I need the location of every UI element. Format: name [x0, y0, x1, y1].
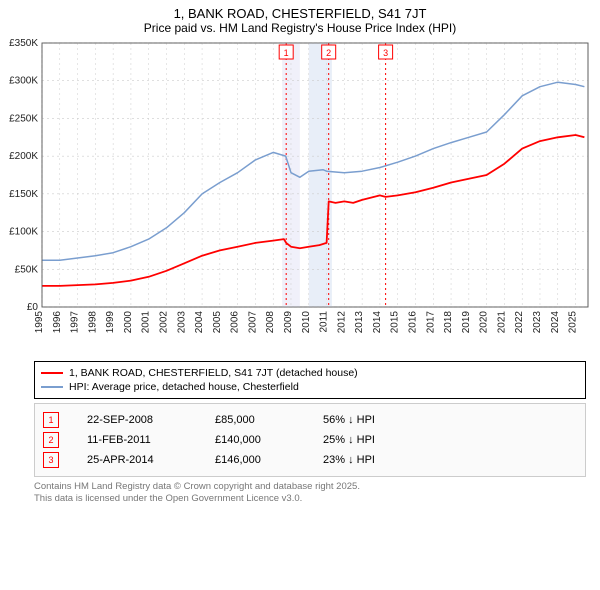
svg-text:£150K: £150K [9, 189, 38, 200]
svg-text:2015: 2015 [390, 311, 401, 334]
svg-text:2003: 2003 [176, 311, 187, 334]
legend-item: 1, BANK ROAD, CHESTERFIELD, S41 7JT (det… [41, 366, 579, 380]
event-marker: 2 [43, 432, 59, 448]
event-row: 1 22-SEP-2008 £85,000 56% ↓ HPI [43, 410, 577, 430]
svg-text:2023: 2023 [532, 311, 543, 334]
svg-text:2020: 2020 [479, 311, 490, 334]
svg-text:2000: 2000 [123, 311, 134, 334]
legend-label: 1, BANK ROAD, CHESTERFIELD, S41 7JT (det… [69, 367, 358, 379]
svg-text:£200K: £200K [9, 151, 38, 162]
chart-title-sub: Price paid vs. HM Land Registry's House … [0, 21, 600, 35]
svg-text:1997: 1997 [70, 311, 81, 334]
svg-text:2022: 2022 [514, 311, 525, 334]
svg-text:2004: 2004 [194, 311, 205, 334]
price-chart: £0£50K£100K£150K£200K£250K£300K£350K1995… [0, 37, 600, 357]
svg-text:1998: 1998 [87, 311, 98, 334]
event-row: 2 11-FEB-2011 £140,000 25% ↓ HPI [43, 430, 577, 450]
copyright-line: This data is licensed under the Open Gov… [34, 493, 586, 505]
svg-text:2002: 2002 [158, 311, 169, 334]
legend-swatch [41, 386, 63, 388]
svg-text:1999: 1999 [105, 311, 116, 334]
svg-text:1996: 1996 [52, 311, 63, 334]
svg-text:£250K: £250K [9, 113, 38, 124]
svg-text:1: 1 [284, 48, 289, 58]
events-table: 1 22-SEP-2008 £85,000 56% ↓ HPI 2 11-FEB… [34, 403, 586, 477]
svg-text:£300K: £300K [9, 76, 38, 87]
event-marker: 1 [43, 412, 59, 428]
svg-text:3: 3 [383, 48, 388, 58]
event-price: £140,000 [215, 434, 295, 446]
chart-legend: 1, BANK ROAD, CHESTERFIELD, S41 7JT (det… [34, 361, 586, 399]
svg-text:2019: 2019 [461, 311, 472, 334]
svg-text:2011: 2011 [319, 311, 330, 333]
svg-text:2008: 2008 [265, 311, 276, 334]
svg-text:2: 2 [326, 48, 331, 58]
svg-text:£350K: £350K [9, 38, 38, 49]
svg-text:2013: 2013 [354, 311, 365, 334]
event-date: 25-APR-2014 [87, 454, 187, 466]
chart-title-address: 1, BANK ROAD, CHESTERFIELD, S41 7JT [0, 6, 600, 21]
svg-text:£100K: £100K [9, 227, 38, 238]
svg-text:2010: 2010 [301, 311, 312, 334]
svg-text:2024: 2024 [550, 311, 561, 334]
event-date: 22-SEP-2008 [87, 414, 187, 426]
svg-text:2014: 2014 [372, 311, 383, 334]
chart-titles: 1, BANK ROAD, CHESTERFIELD, S41 7JT Pric… [0, 0, 600, 37]
svg-text:2012: 2012 [336, 311, 347, 334]
svg-text:2025: 2025 [568, 311, 579, 334]
legend-label: HPI: Average price, detached house, Ches… [69, 381, 299, 393]
svg-text:2017: 2017 [425, 311, 436, 334]
svg-text:2007: 2007 [247, 311, 258, 334]
event-marker: 3 [43, 452, 59, 468]
event-row: 3 25-APR-2014 £146,000 23% ↓ HPI [43, 450, 577, 470]
event-delta: 23% ↓ HPI [323, 454, 577, 466]
svg-text:2016: 2016 [407, 311, 418, 334]
svg-text:2001: 2001 [141, 311, 152, 334]
svg-text:2018: 2018 [443, 311, 454, 334]
copyright-line: Contains HM Land Registry data © Crown c… [34, 481, 586, 493]
svg-text:2005: 2005 [212, 311, 223, 334]
copyright-notice: Contains HM Land Registry data © Crown c… [34, 481, 586, 506]
legend-swatch [41, 372, 63, 374]
chart-container: 1, BANK ROAD, CHESTERFIELD, S41 7JT Pric… [0, 0, 600, 506]
svg-text:2009: 2009 [283, 311, 294, 334]
event-delta: 25% ↓ HPI [323, 434, 577, 446]
svg-text:2021: 2021 [496, 311, 507, 334]
event-price: £146,000 [215, 454, 295, 466]
event-price: £85,000 [215, 414, 295, 426]
event-delta: 56% ↓ HPI [323, 414, 577, 426]
legend-item: HPI: Average price, detached house, Ches… [41, 380, 579, 394]
svg-text:2006: 2006 [230, 311, 241, 334]
event-date: 11-FEB-2011 [87, 434, 187, 446]
svg-text:1995: 1995 [34, 311, 45, 334]
svg-text:£50K: £50K [15, 264, 39, 275]
